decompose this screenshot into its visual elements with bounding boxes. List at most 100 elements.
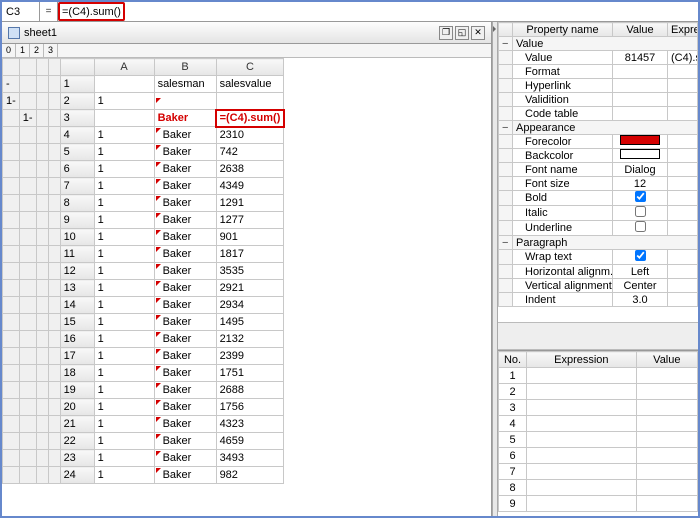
cell[interactable]: 1 [94,450,154,467]
cell[interactable]: Baker [154,331,216,348]
cell[interactable]: 1 [94,127,154,144]
cell[interactable]: 1 [94,399,154,416]
expression-row[interactable]: 2 [499,384,698,400]
row-number[interactable]: 7 [60,178,94,195]
cell[interactable]: 1 [94,314,154,331]
color-swatch[interactable] [620,135,660,145]
fx-icon[interactable]: = [40,2,58,21]
cell[interactable]: 1 [94,348,154,365]
expand-icon[interactable]: − [499,37,513,51]
cell[interactable] [154,93,216,110]
property-value[interactable] [613,221,668,236]
expr-expression[interactable] [527,368,637,384]
table-row[interactable]: 171Baker2399 [3,348,284,365]
expr-expression[interactable] [527,416,637,432]
cell[interactable]: Baker [154,297,216,314]
outline-level-1[interactable]: 1 [16,44,30,57]
property-value[interactable] [613,107,668,121]
expand-icon[interactable]: − [499,236,513,250]
cell[interactable]: 2921 [216,280,284,297]
property-expression[interactable] [668,250,698,265]
expr-value[interactable] [636,368,697,384]
property-value[interactable] [613,206,668,221]
property-value[interactable]: Center [613,279,668,293]
property-row[interactable]: Forecolor [499,135,698,149]
cell[interactable]: 4323 [216,416,284,433]
property-row[interactable]: Format [499,65,698,79]
cell[interactable]: Baker [154,161,216,178]
cell[interactable]: 4659 [216,433,284,450]
row-number[interactable]: 15 [60,314,94,331]
cell[interactable]: 742 [216,144,284,161]
expression-row[interactable]: 6 [499,448,698,464]
cell[interactable]: Baker [154,127,216,144]
table-row[interactable]: 181Baker1751 [3,365,284,382]
property-value[interactable]: Left [613,265,668,279]
table-row[interactable]: 61Baker2638 [3,161,284,178]
property-value[interactable] [613,191,668,206]
cell[interactable]: Baker [154,280,216,297]
table-row[interactable]: 81Baker1291 [3,195,284,212]
expr-expression[interactable] [527,400,637,416]
property-row[interactable]: Font nameDialog [499,163,698,177]
property-expression[interactable] [668,149,698,163]
row-number[interactable]: 22 [60,433,94,450]
cell[interactable]: =(C4).sum() [216,110,284,127]
table-row[interactable]: 211Baker4323 [3,416,284,433]
row-number[interactable]: 17 [60,348,94,365]
property-expression[interactable] [668,107,698,121]
cell[interactable]: 3493 [216,450,284,467]
cell[interactable]: 1 [94,433,154,450]
expr-value[interactable] [636,464,697,480]
expression-row[interactable]: 9 [499,496,698,512]
cell[interactable]: 1756 [216,399,284,416]
expression-row[interactable]: 4 [499,416,698,432]
property-checkbox[interactable] [635,250,646,261]
spreadsheet-grid[interactable]: A B C -1salesmansalesvalue1-211-3Baker=(… [2,58,491,516]
property-value[interactable] [613,149,668,163]
table-row[interactable]: 241Baker982 [3,467,284,484]
property-checkbox[interactable] [635,221,646,232]
table-row[interactable]: 51Baker742 [3,144,284,161]
property-row[interactable]: Bold [499,191,698,206]
property-expression[interactable] [668,65,698,79]
property-expression[interactable] [668,135,698,149]
property-expression[interactable] [668,93,698,107]
cell[interactable]: Baker [154,348,216,365]
expr-value[interactable] [636,384,697,400]
outline-level-0[interactable]: 0 [2,44,16,57]
property-value[interactable]: Dialog [613,163,668,177]
cell[interactable]: 3535 [216,263,284,280]
cell[interactable]: 1 [94,161,154,178]
col-header-A[interactable]: A [94,59,154,76]
property-value[interactable] [613,79,668,93]
cell[interactable]: 1 [94,467,154,484]
row-number[interactable]: 2 [60,93,94,110]
property-value[interactable] [613,93,668,107]
cell[interactable]: Baker [154,450,216,467]
property-value[interactable]: 12 [613,177,668,191]
cell[interactable]: 1 [94,280,154,297]
property-expression[interactable] [668,265,698,279]
cell[interactable]: Baker [154,433,216,450]
table-row[interactable]: 91Baker1277 [3,212,284,229]
cell[interactable]: 1 [94,297,154,314]
cell[interactable]: 2310 [216,127,284,144]
cell[interactable]: Baker [154,416,216,433]
row-number[interactable]: 20 [60,399,94,416]
table-row[interactable]: 41Baker2310 [3,127,284,144]
row-number[interactable]: 23 [60,450,94,467]
formula-input[interactable]: =(C4).sum() [62,6,121,18]
cell[interactable]: 2688 [216,382,284,399]
expression-row[interactable]: 1 [499,368,698,384]
cell[interactable] [94,76,154,93]
table-row[interactable]: 131Baker2921 [3,280,284,297]
row-number[interactable]: 24 [60,467,94,484]
row-number[interactable]: 9 [60,212,94,229]
row-number[interactable]: 11 [60,246,94,263]
outline-level-3[interactable]: 3 [44,44,58,57]
cell[interactable]: Baker [154,229,216,246]
table-row[interactable]: 161Baker2132 [3,331,284,348]
cell[interactable]: 1 [94,382,154,399]
table-row[interactable]: 151Baker1495 [3,314,284,331]
